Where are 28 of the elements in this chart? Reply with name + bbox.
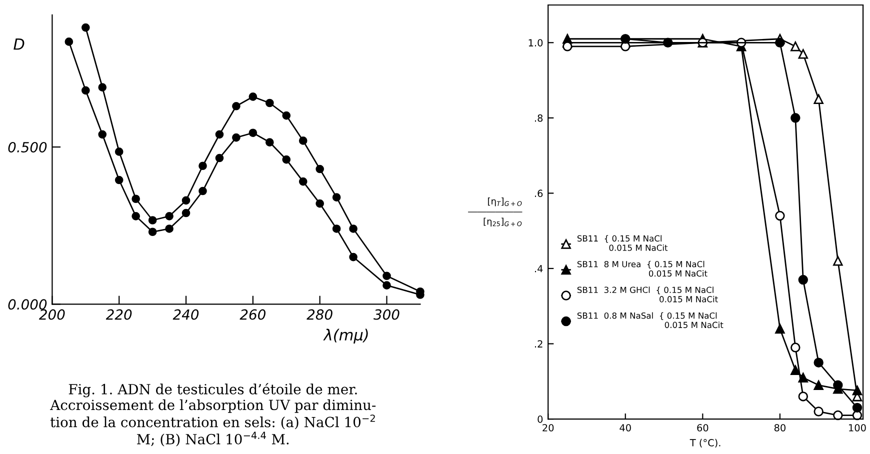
x-tick-label: 240 <box>172 309 199 320</box>
legend-label: SB11 8 M Urea { 0.15 M NaCl 0.015 M NaCit <box>577 260 708 277</box>
x-tick-label: 20 <box>542 424 554 432</box>
x-tick-label: 220 <box>106 309 132 320</box>
text: [η$_{T}$]$_{G+O}$ ―――――― [η$_{25}$]$_{G+O}$ <box>468 198 522 226</box>
y-axis-title: D <box>14 38 24 50</box>
x-tick-label: 100 <box>849 424 866 432</box>
x-tick-label: 40 <box>620 424 631 432</box>
legend-label: SB11 3.2 M GHCl { 0.15 M NaCl 0.015 M NaCit <box>577 286 718 302</box>
x-tick-label: 280 <box>306 309 332 320</box>
legend-label: SB11 { 0.15 M NaCl 0.015 M NaCit <box>577 235 668 251</box>
y-tick-label: .2 <box>535 340 542 348</box>
y-tick-label: 0 <box>538 416 543 423</box>
x-tick-label: 260 <box>240 309 266 320</box>
x-tick-label: 60 <box>697 424 708 432</box>
x-tick-label: 200 <box>39 309 65 320</box>
x-tick-label: 300 <box>374 309 400 320</box>
y-tick-label: 1.0 <box>528 39 543 46</box>
legend-label: SB11 0.8 M NaSal { 0.15 M NaCl 0.015 M NaCit <box>577 312 724 328</box>
y-tick-label: .8 <box>535 114 543 122</box>
y-tick-label: 0.000 <box>8 299 47 310</box>
x-tick-label: 80 <box>774 424 786 432</box>
x-axis-title: T (°C). <box>690 438 720 448</box>
y-tick-label: .6 <box>535 190 543 198</box>
x-axis-title: λ(mμ) <box>323 328 368 344</box>
y-tick-label: .4 <box>535 265 543 272</box>
text: Fig. 1. ADN de testicules d’étoile de mer. Accroissement de l’absorption UV par diminu- tion de la concentration en sels: (a) NaCl 10$^{−2}$ M; (B) NaCl 10$^{−4.4}$ M. <box>50 383 376 446</box>
y-tick-label: 0.500 <box>8 142 47 152</box>
